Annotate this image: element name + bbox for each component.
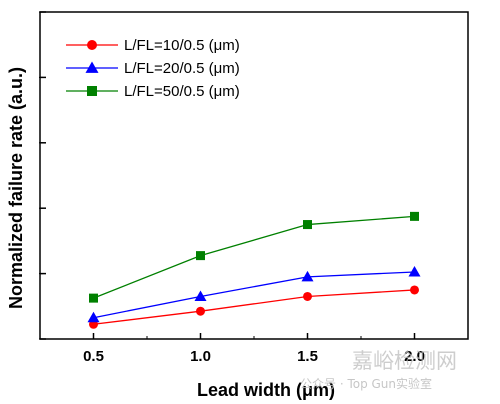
- data-point: [410, 211, 419, 221]
- data-point: [194, 290, 207, 301]
- data-point: [410, 285, 419, 295]
- data-point: [301, 270, 314, 282]
- legend-item: L/FL=50/0.5 (μm): [66, 83, 240, 100]
- series-line: [93, 289, 415, 325]
- watermark-account-text: 公众号 · Top Gun实验室: [300, 376, 432, 391]
- series-3: [89, 211, 419, 303]
- legend-label: L/FL=20/0.5 (μm): [124, 60, 240, 77]
- legend-marker: [85, 61, 99, 73]
- series-layer: [87, 211, 421, 329]
- series-line: [93, 215, 415, 299]
- data-point: [196, 251, 205, 261]
- plot-frame: [39, 11, 469, 340]
- legend-label: L/FL=50/0.5 (μm): [124, 83, 240, 100]
- data-point: [303, 220, 312, 230]
- legend-label: L/FL=10/0.5 (μm): [124, 37, 240, 54]
- series-1: [89, 285, 419, 329]
- legend-item: L/FL=10/0.5 (μm): [66, 37, 240, 54]
- x-tick-label: 1.5: [297, 348, 318, 365]
- data-point: [196, 306, 205, 316]
- x-tick-label: 2.0: [404, 348, 425, 365]
- axes: 0.5 1.0 1.5 2.0: [39, 11, 469, 365]
- data-point: [87, 311, 100, 323]
- x-tick-label: 1.0: [190, 348, 211, 365]
- legend-marker: [87, 40, 97, 50]
- series-line: [93, 271, 415, 319]
- y-axis-title: Normalized failure rate (a.u.): [6, 67, 26, 309]
- legend-marker: [87, 86, 97, 96]
- series-2: [87, 265, 421, 323]
- data-point: [89, 293, 98, 303]
- x-axis-title: Lead width (μm): [197, 380, 335, 400]
- data-point: [303, 291, 312, 301]
- data-point: [408, 265, 421, 277]
- watermark-site-text: 嘉峪检测网: [352, 349, 457, 373]
- legend: L/FL=10/0.5 (μm) L/FL=20/0.5 (μm) L/FL=50/…: [66, 37, 240, 100]
- legend-item: L/FL=20/0.5 (μm): [66, 60, 240, 77]
- x-tick-label: 0.5: [83, 348, 104, 365]
